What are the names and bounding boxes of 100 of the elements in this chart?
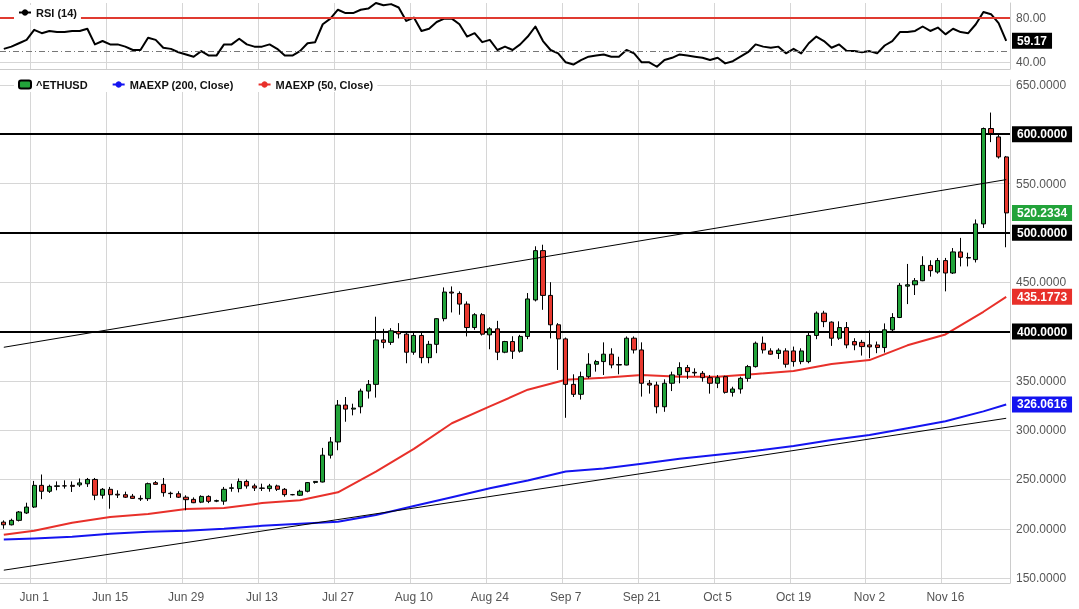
candlestick: [328, 436, 333, 460]
candlestick: [677, 361, 682, 384]
candlestick: [685, 364, 690, 380]
candlestick: [130, 493, 135, 500]
candlestick: [761, 336, 766, 354]
candlestick: [221, 486, 227, 506]
candlestick: [199, 494, 204, 504]
candlestick: [586, 352, 591, 379]
candlestick: [138, 494, 143, 502]
candlestick: [153, 480, 158, 486]
candlestick: [1, 519, 6, 530]
candlestick: [123, 491, 128, 499]
candlestick: [707, 374, 713, 395]
candlestick: [32, 480, 37, 509]
x-tick-label: Sep 21: [622, 590, 662, 604]
candlestick: [738, 376, 743, 395]
candlestick: [358, 388, 363, 414]
candlestick: [502, 340, 508, 354]
candlestick: [92, 477, 98, 501]
candlestick: [768, 347, 773, 356]
candlestick: [852, 337, 857, 351]
candlestick: [631, 335, 637, 354]
candlestick: [305, 481, 310, 493]
candlestick: [616, 356, 622, 375]
candlestick: [343, 396, 348, 423]
candlestick: [540, 244, 546, 311]
candlestick: [791, 346, 796, 368]
x-tick-label: Oct 19: [775, 590, 812, 604]
x-tick-label: Jul 27: [321, 590, 355, 604]
candlestick: [351, 403, 356, 416]
candlestick: [510, 335, 515, 360]
candlestick: [609, 347, 614, 369]
candlestick: [457, 290, 462, 316]
y-tick-label: 450.0000: [1016, 275, 1067, 290]
candlestick: [100, 487, 105, 500]
x-tick-label: Sep 7: [550, 590, 582, 604]
candlestick: [161, 477, 166, 498]
candlestick: [518, 334, 523, 354]
candlestick: [776, 347, 781, 360]
candlestick: [70, 480, 75, 493]
candlestick: [282, 487, 287, 498]
ref-line-label: 500.0000: [1017, 225, 1068, 240]
y-tick-label: 650.0000: [1016, 77, 1067, 92]
candlestick: [897, 282, 902, 319]
candlestick: [958, 237, 963, 267]
x-tick-label: Jun 15: [92, 590, 129, 604]
candlestick: [669, 371, 675, 392]
candlestick: [753, 341, 758, 369]
candlestick: [320, 447, 325, 483]
candlestick: [191, 496, 196, 504]
candlestick: [662, 378, 667, 413]
candlestick: [108, 486, 113, 510]
candlestick: [920, 255, 925, 282]
candlestick: [9, 518, 14, 526]
line-series: [2, 2, 1008, 68]
candlestick: [47, 484, 52, 494]
data-label: 435.1773: [1017, 289, 1068, 304]
candlestick: [168, 491, 173, 499]
candlestick: [297, 489, 303, 497]
candlestick: [252, 483, 257, 492]
candlestick: [229, 483, 234, 493]
candlestick: [859, 339, 865, 357]
candlestick: [571, 373, 576, 398]
candlestick: [54, 480, 60, 491]
candlestick: [723, 375, 728, 395]
candlestick: [639, 341, 644, 398]
candlestick: [366, 379, 371, 400]
candlestick: [206, 494, 211, 504]
candlestick: [943, 257, 948, 292]
candlestick: [647, 379, 652, 395]
x-tick-label: Nov 2: [853, 590, 886, 604]
candlestick: [875, 341, 880, 354]
candlestick: [594, 359, 599, 373]
candlestick: [267, 483, 272, 493]
candlestick: [533, 245, 538, 302]
candlestick: [16, 510, 22, 522]
candlestick: [77, 477, 82, 488]
legend-label: MAEXP (200, Close): [129, 78, 234, 91]
candlestick: [176, 490, 181, 499]
candlestick: [244, 479, 249, 490]
candlestick: [24, 502, 29, 515]
line-series: [2, 403, 1008, 541]
candlestick: [39, 474, 44, 500]
legend-label: MAEXP (50, Close): [275, 78, 374, 91]
y-tick-label: 300.0000: [1016, 423, 1067, 438]
candlestick: [654, 381, 659, 414]
y-tick-label: 250.0000: [1016, 472, 1067, 487]
candlestick: [935, 257, 940, 275]
data-label: 326.0616: [1017, 397, 1068, 412]
candlestick: [183, 494, 189, 511]
candlestick: [745, 364, 751, 383]
y-tick-label: 350.0000: [1016, 373, 1067, 388]
x-tick-label: Aug 24: [470, 590, 510, 604]
line-series: [2, 295, 1008, 536]
candlestick: [426, 340, 432, 364]
candlestick: [950, 247, 956, 275]
candlestick: [578, 371, 584, 401]
candlestick: [692, 367, 697, 377]
candlestick: [259, 483, 265, 492]
ref-line-label: 400.0000: [1017, 324, 1068, 339]
